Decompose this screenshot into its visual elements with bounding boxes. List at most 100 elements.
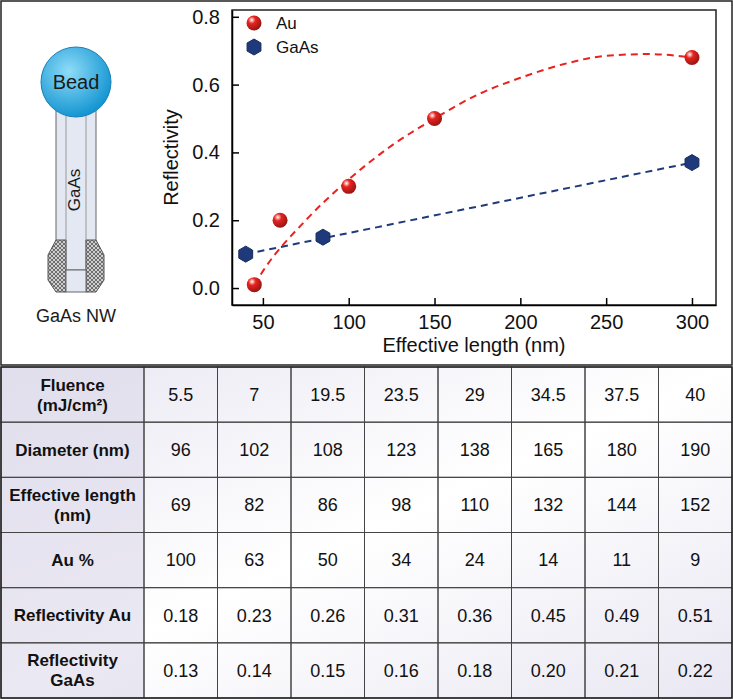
cell-value: 0.18	[163, 606, 198, 626]
legend-marker	[247, 39, 261, 55]
cell-value: 98	[391, 495, 411, 515]
wire-facet	[86, 240, 104, 292]
table-cell	[1, 422, 144, 477]
y-tick-label: 0.4	[192, 141, 220, 163]
x-tick-mark	[520, 298, 522, 305]
legend-item: GaAs	[247, 38, 318, 57]
table-cell	[218, 422, 292, 477]
cell-value: 132	[533, 495, 563, 515]
y-tick: 0.2	[192, 209, 239, 231]
y-tick: 0.6	[192, 73, 239, 95]
table-cell	[659, 422, 733, 477]
data-point	[239, 246, 253, 262]
table-cell	[512, 588, 586, 643]
cell-value: 86	[318, 495, 338, 515]
cell-value: 0.15	[310, 661, 345, 681]
cell-value: 69	[171, 495, 191, 515]
fit-line	[254, 54, 692, 285]
plot-frame	[232, 10, 716, 305]
table-cell	[659, 533, 733, 588]
row-header: Effective length(nm)	[9, 486, 136, 525]
table-cell	[144, 367, 218, 422]
x-axis-line	[233, 305, 717, 307]
cell-value: 0.45	[531, 606, 566, 626]
table-cell	[1, 477, 144, 532]
table-cell	[365, 643, 439, 698]
x-tick-label: 300	[676, 311, 709, 333]
plot-area	[239, 50, 700, 292]
table-cell	[438, 477, 512, 532]
cell-value: 5.5	[168, 385, 193, 405]
cell-value: 108	[313, 440, 343, 460]
table-cell	[218, 643, 292, 698]
diagram-caption: GaAs NW	[36, 306, 116, 326]
row-header: Au %	[51, 551, 94, 570]
point-marker	[239, 246, 253, 262]
table-cell	[659, 477, 733, 532]
cell-value: 152	[680, 495, 710, 515]
row-header: Reflectivity Au	[14, 606, 131, 625]
fit-line	[246, 163, 692, 255]
table-cell	[144, 643, 218, 698]
cell-value: 110	[460, 495, 489, 515]
table-cell	[512, 367, 586, 422]
table-cell	[512, 477, 586, 532]
cell-value: 0.18	[457, 661, 492, 681]
cell-value: 0.26	[310, 606, 345, 626]
cell-value: 82	[244, 495, 264, 515]
figure: BeadGaAsGaAs NW501001502002503000.00.20.…	[0, 0, 733, 700]
table-background	[1, 367, 732, 698]
table-cell	[218, 588, 292, 643]
table-cell	[438, 533, 512, 588]
x-tick-label: 100	[333, 311, 366, 333]
table-cell	[512, 643, 586, 698]
x-tick-mark	[606, 298, 608, 305]
bead	[41, 47, 111, 117]
data-point	[341, 179, 356, 194]
table-cell	[1, 533, 144, 588]
cell-value: 0.21	[604, 661, 639, 681]
cell-value: 0.20	[531, 661, 566, 681]
cell-value: 7	[249, 385, 259, 405]
table-cell	[291, 422, 365, 477]
cell-value: 34	[391, 550, 411, 570]
table-cell	[291, 367, 365, 422]
y-tick-label: 0.0	[192, 277, 220, 299]
table-cell	[585, 643, 659, 698]
y-axis-line	[232, 11, 234, 306]
cell-value: 144	[607, 495, 637, 515]
table-cell	[365, 422, 439, 477]
x-tick: 100	[333, 298, 366, 333]
x-tick-label: 150	[418, 311, 451, 333]
data-point	[685, 155, 699, 171]
legend-item: Au	[247, 14, 297, 33]
cell-value: 63	[244, 550, 264, 570]
y-axis-title: Reflectivity	[160, 109, 182, 206]
table-cell	[659, 367, 733, 422]
point-marker	[427, 111, 442, 126]
table-cell	[291, 588, 365, 643]
cell-value: 165	[533, 440, 563, 460]
table-cell	[1, 367, 144, 422]
table-cell	[585, 477, 659, 532]
cell-value: 0.49	[604, 606, 639, 626]
x-tick-mark	[692, 298, 694, 305]
x-tick: 250	[590, 298, 623, 333]
cell-value: 34.5	[531, 385, 566, 405]
x-tick: 150	[418, 298, 451, 333]
cell-value: 0.23	[237, 606, 272, 626]
table-cell	[365, 477, 439, 532]
cell-value: 29	[465, 385, 485, 405]
table-cell	[365, 367, 439, 422]
table-cell	[512, 533, 586, 588]
cell-value: 9	[690, 550, 700, 570]
x-tick-mark	[434, 298, 436, 305]
y-tick-label: 0.8	[192, 6, 220, 28]
x-tick-label: 250	[590, 311, 623, 333]
table-cell	[218, 477, 292, 532]
data-table: Fluence(mJ/cm²)5.5719.523.52934.537.540D…	[1, 367, 732, 698]
table-head-column	[1, 367, 144, 698]
cell-value: 123	[386, 440, 416, 460]
y-tick-mark	[232, 84, 239, 86]
y-tick-label: 0.2	[192, 209, 220, 231]
